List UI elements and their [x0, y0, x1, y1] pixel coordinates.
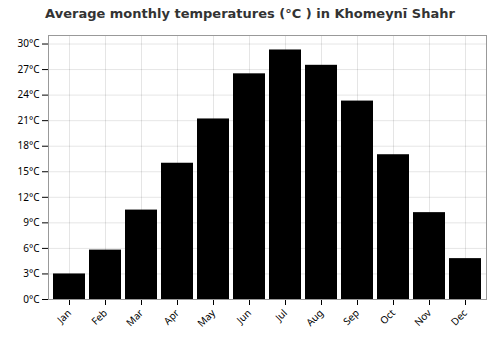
svg-text:Aug: Aug	[303, 306, 326, 329]
svg-text:24°C: 24°C	[17, 87, 40, 101]
svg-text:Jun: Jun	[233, 306, 254, 327]
svg-text:0°C: 0°C	[23, 292, 40, 306]
svg-text:Jan: Jan	[53, 306, 74, 327]
svg-text:15°C: 15°C	[17, 164, 40, 178]
svg-text:Oct: Oct	[377, 306, 399, 328]
svg-text:Mar: Mar	[123, 306, 146, 329]
svg-text:Apr: Apr	[160, 306, 182, 328]
svg-text:May: May	[194, 305, 219, 330]
svg-text:3°C: 3°C	[23, 266, 40, 280]
svg-text:Feb: Feb	[88, 306, 110, 328]
svg-text:18°C: 18°C	[17, 138, 40, 152]
svg-text:Dec: Dec	[447, 306, 470, 329]
svg-text:27°C: 27°C	[17, 62, 40, 76]
svg-text:Jul: Jul	[271, 306, 290, 325]
svg-text:Nov: Nov	[411, 305, 435, 329]
svg-text:Sep: Sep	[340, 306, 362, 328]
svg-text:9°C: 9°C	[23, 215, 40, 229]
svg-text:12°C: 12°C	[17, 190, 40, 204]
html-text:Average monthly temperatures (: Average monthly temperatures (°C ) in Kh…	[45, 6, 455, 21]
svg-text:30°C: 30°C	[17, 36, 40, 50]
svg-text:6°C: 6°C	[23, 241, 40, 255]
svg-text:21°C: 21°C	[17, 113, 40, 127]
